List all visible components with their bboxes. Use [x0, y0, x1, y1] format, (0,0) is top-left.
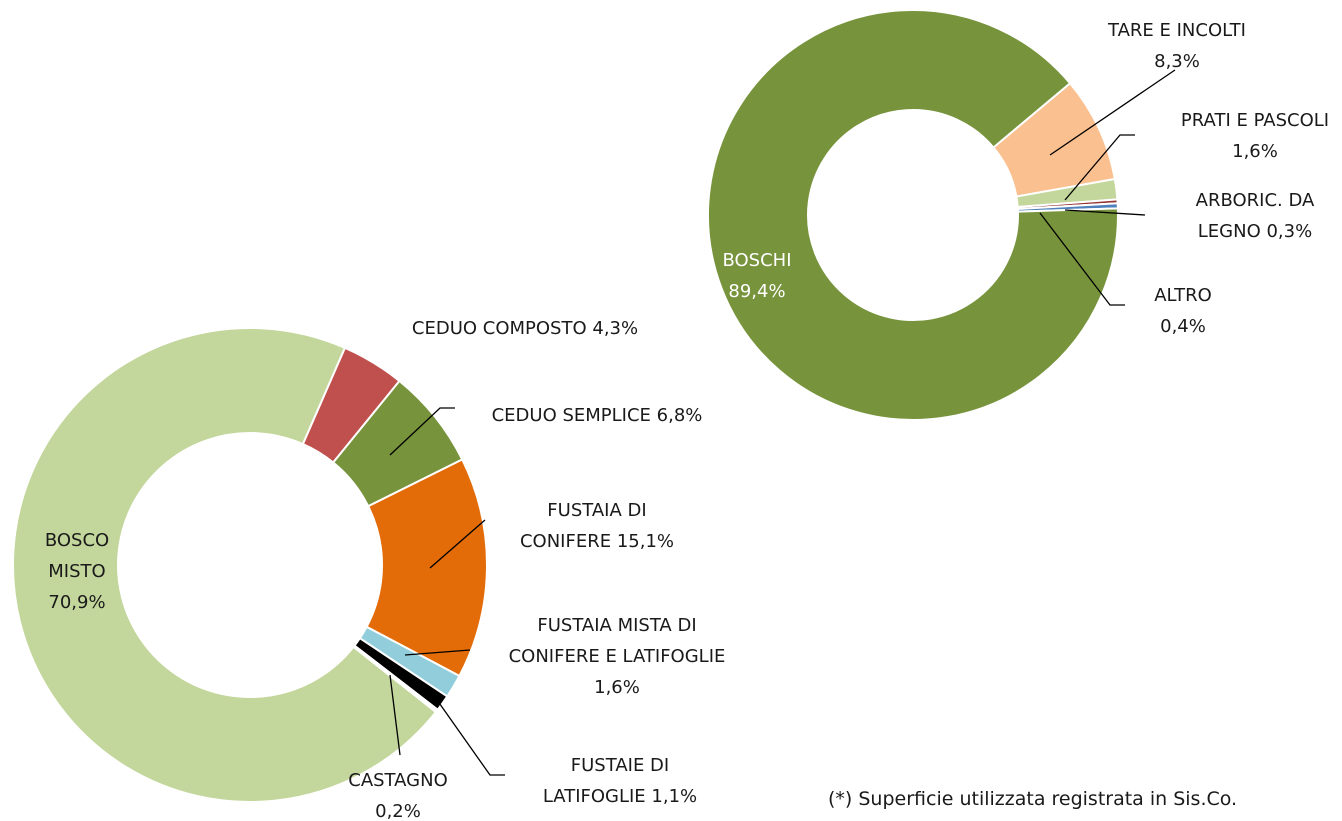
- slice-label: BOSCO MISTO 70,9%: [37, 525, 117, 618]
- category-label: TARE E INCOLTI: [1108, 20, 1246, 41]
- slice-label: CASTAGNO 0,2%: [343, 765, 453, 821]
- value-label: 0,2%: [375, 801, 421, 821]
- value-label: 1,1%: [651, 786, 698, 807]
- value-label: 1,6%: [1232, 141, 1278, 162]
- leader-line: [404, 649, 471, 656]
- slice-label: CEDUO COMPOSTO 4,3%: [360, 313, 690, 344]
- slice-label: FUSTAIA MISTA DI CONIFERE E LATIFOGLIE 1…: [492, 610, 742, 703]
- category-label: CASTAGNO: [348, 770, 448, 791]
- slice-label: CEDUO SEMPLICE 6,8%: [447, 400, 747, 431]
- category-label: CEDUO SEMPLICE: [491, 405, 651, 426]
- category-label: BOSCHI: [722, 250, 792, 271]
- leader-line: [1039, 212, 1125, 306]
- value-label: 1,6%: [594, 677, 640, 698]
- slice-label: FUSTAIA DI CONIFERE 15,1%: [517, 495, 677, 557]
- value-label: 0,4%: [1160, 316, 1206, 337]
- slice: [707, 8, 1119, 421]
- category-label: FUSTAIE DI LATIFOGLIE: [542, 755, 670, 807]
- value-label: 0,3%: [1266, 221, 1313, 242]
- value-label: 6,8%: [656, 405, 703, 426]
- slice-label: ARBORIC. DA LEGNO 0,3%: [1185, 185, 1325, 247]
- category-label: ARBORIC. DA LEGNO: [1195, 190, 1315, 242]
- leader-line: [429, 519, 486, 569]
- value-label: 8,3%: [1154, 51, 1200, 72]
- category-label: BOSCO MISTO: [44, 530, 110, 582]
- value-label: 89,4%: [728, 281, 786, 302]
- leader-line: [1049, 69, 1176, 156]
- leader-line: [389, 407, 455, 456]
- leader-line: [389, 674, 401, 756]
- category-label: FUSTAIA DI CONIFERE: [519, 500, 647, 552]
- slice-label: ALTRO 0,4%: [1148, 280, 1218, 342]
- slice: [12, 327, 438, 803]
- footnote: (*) Superficie utilizzata registrata in …: [828, 788, 1238, 810]
- category-label: CEDUO COMPOSTO: [411, 318, 587, 339]
- slice-label: BOSCHI 89,4%: [712, 245, 802, 307]
- leader-line: [1064, 134, 1135, 201]
- value-label: 70,9%: [48, 592, 106, 613]
- leader-line: [429, 689, 505, 776]
- leader-lines: [389, 69, 1176, 776]
- value-label: 4,3%: [592, 318, 639, 339]
- leader-line: [1064, 209, 1146, 216]
- slice-label: FUSTAIE DI LATIFOGLIE 1,1%: [540, 750, 700, 812]
- slice-label: TARE E INCOLTI 8,3%: [1097, 15, 1257, 77]
- category-label: ALTRO: [1154, 285, 1212, 306]
- value-label: 15,1%: [616, 531, 675, 552]
- slice-label: PRATI E PASCOLI 1,6%: [1170, 105, 1340, 167]
- category-label: PRATI E PASCOLI: [1180, 110, 1330, 131]
- category-label: FUSTAIA MISTA DI CONIFERE E LATIFOGLIE: [508, 615, 726, 667]
